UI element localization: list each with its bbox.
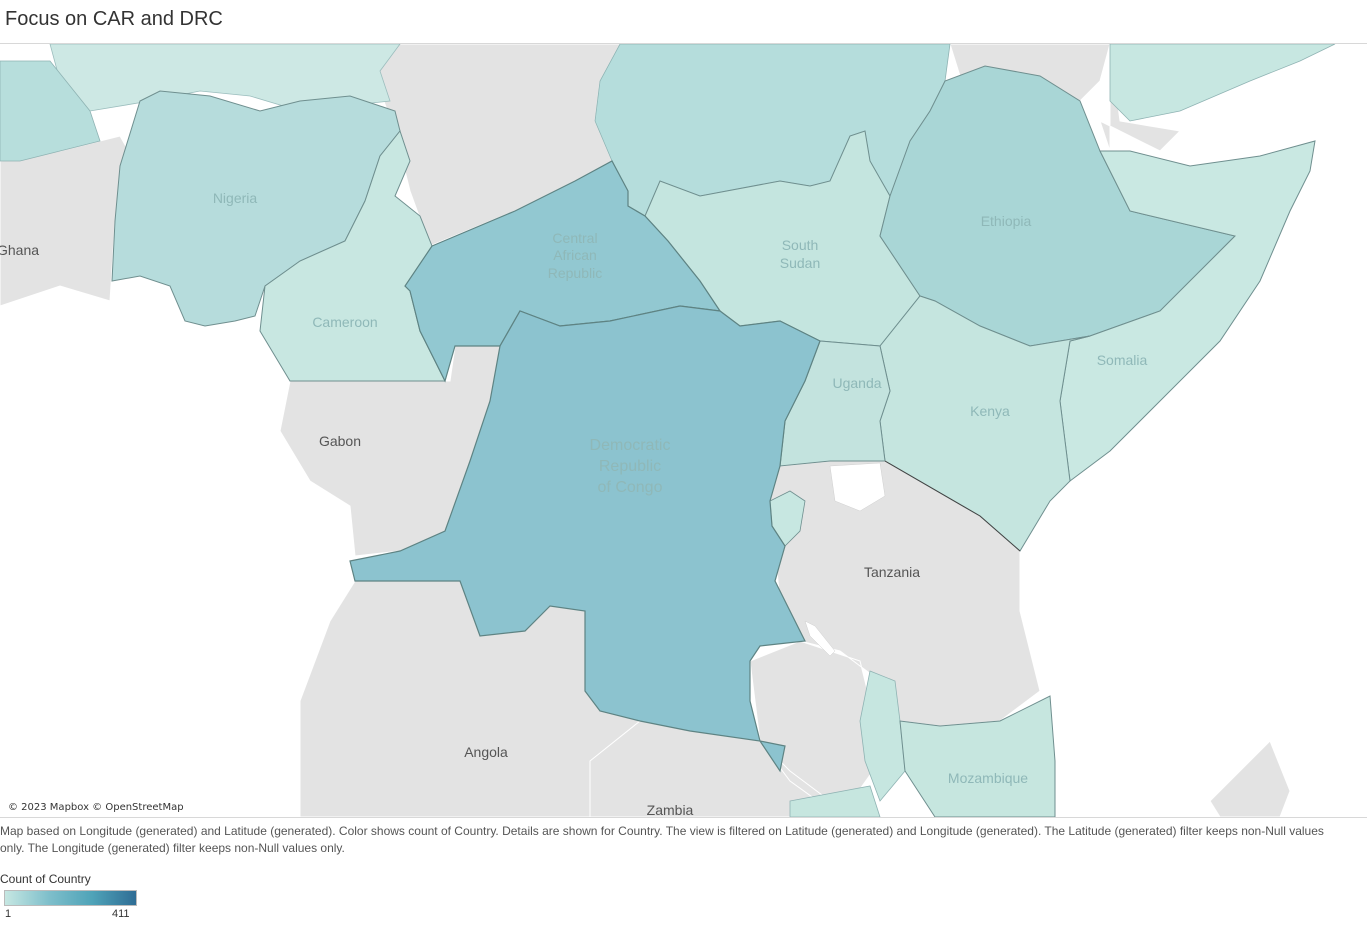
country-tanzania [884,460,1021,552]
label-drc-3: of Congo [598,479,663,496]
label-nigeria: Nigeria [213,190,258,206]
region-mali [0,60,101,162]
label-cameroon: Cameroon [312,314,377,330]
country-malawi [859,670,906,802]
label-drc-2: Republic [599,458,661,475]
legend-color-ramp [4,890,137,906]
label-tanzania: Tanzania [864,564,920,580]
label-ghana: Ghana [0,242,39,258]
country-zimbabwe-edge [789,785,881,817]
label-somalia: Somalia [1097,352,1148,368]
label-south-sudan-2: Sudan [780,255,820,271]
country-drc[interactable] [349,305,821,773]
lake-tanganyika [804,620,836,657]
country-mozambique [899,695,1056,817]
legend-min-value: 1 [5,908,12,920]
label-car-2: African [553,247,597,263]
label-uganda: Uganda [832,375,881,391]
label-kenya: Kenya [970,403,1010,419]
label-mozambique: Mozambique [948,770,1028,786]
country-eritrea-djibouti [1109,44,1336,122]
map-caption: Map based on Longitude (generated) and L… [0,824,1324,855]
label-drc-1: Democratic [590,437,671,454]
map-svg[interactable]: Nigeria Ghana Central African Republic S… [0,44,1367,817]
label-south-sudan-1: South [782,237,819,253]
country-cameroon [259,129,446,382]
lake-victoria [829,462,886,512]
page-title: Focus on CAR and DRC [5,8,223,30]
label-car-1: Central [552,230,597,246]
map-attribution[interactable]: © 2023 Mapbox © OpenStreetMap [8,802,184,813]
legend-max-value: 411 [112,908,130,920]
label-car-3: Republic [548,265,602,281]
label-ethiopia: Ethiopia [981,213,1032,229]
country-somalia [1059,140,1316,482]
label-angola: Angola [464,744,508,760]
legend-title: Count of Country [0,872,91,886]
label-gabon: Gabon [319,433,361,449]
label-zambia: Zambia [647,802,694,817]
map-view[interactable]: Nigeria Ghana Central African Republic S… [0,43,1367,818]
